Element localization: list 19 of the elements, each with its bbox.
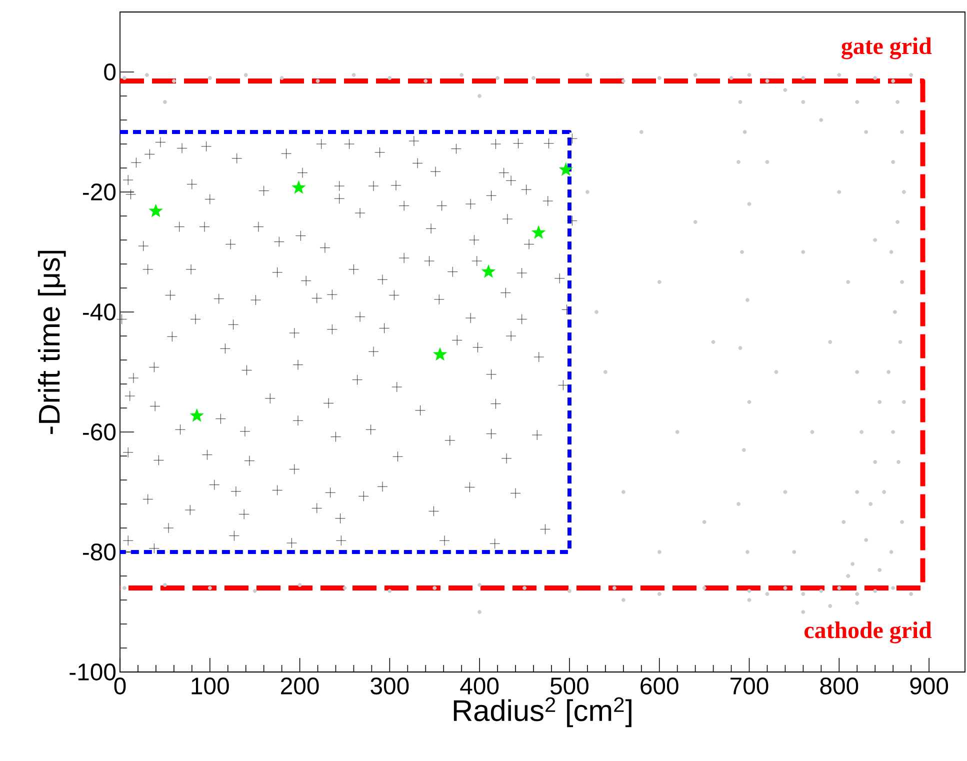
y-tick-label: -80 — [82, 544, 116, 560]
y-tick-label: -60 — [82, 424, 116, 440]
x-axis-title: Radius$^{2}$ [cm$^{2}$] — [454, 697, 632, 728]
x-tick-label: 700 — [730, 678, 768, 694]
x-tick-label: 300 — [370, 678, 409, 694]
y-tick-label: -40 — [82, 304, 116, 320]
y-tick-label: -100 — [70, 664, 116, 680]
x-tick-label: 600 — [640, 678, 678, 694]
x-tick-label: 900 — [910, 678, 948, 694]
x-tick-label: 100 — [192, 678, 229, 694]
x-tick-label: 500 — [550, 678, 588, 694]
x-tick-label: 200 — [281, 678, 319, 694]
annotation: cathode grid — [804, 621, 932, 644]
x-tick-label: 400 — [460, 678, 499, 694]
y-axis-title: -Drift time [μs] — [38, 250, 66, 434]
y-tick-label: 0 — [104, 64, 116, 80]
annotation: gate grid — [842, 37, 932, 60]
x-tick-label: 800 — [820, 678, 858, 694]
y-tick-label: -20 — [82, 184, 116, 200]
